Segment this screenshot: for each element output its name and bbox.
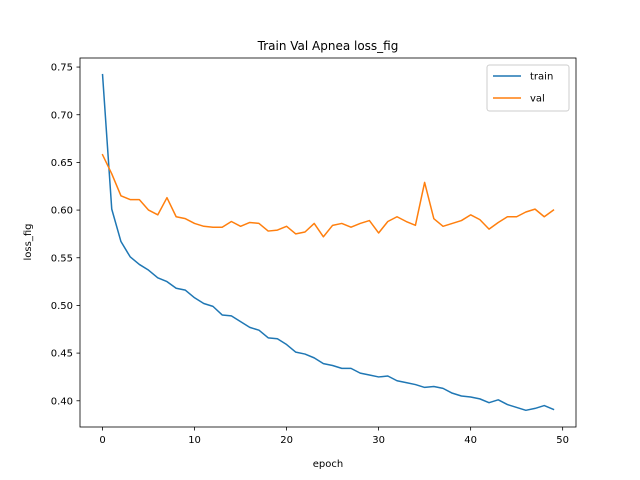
y-axis-label: loss_fig: [23, 224, 34, 261]
y-tick-label: 0.55: [51, 253, 73, 264]
x-tick-label: 20: [280, 435, 293, 446]
plot-frame: [79, 57, 577, 428]
y-tick-label: 0.60: [51, 206, 73, 217]
y-tick-label: 0.45: [51, 349, 73, 360]
x-axis-label: epoch: [313, 459, 343, 470]
y-tick-label: 0.75: [51, 63, 73, 74]
x-axis: 0 10 20 30 40 50: [99, 427, 569, 446]
x-tick-label: 0: [99, 435, 105, 446]
x-tick-label: 10: [188, 435, 201, 446]
legend-box: [486, 64, 570, 112]
y-tick-label: 0.50: [51, 301, 73, 312]
chart-title: Train Val Apnea loss_fig: [257, 39, 399, 53]
legend-label-train: train: [530, 72, 553, 83]
x-tick-label: 30: [372, 435, 385, 446]
series-line-train: [101, 73, 555, 412]
y-tick-label: 0.40: [51, 396, 73, 407]
y-tick-label: 0.70: [51, 110, 73, 121]
legend-label-val: val: [530, 94, 545, 105]
plot-area: [79, 57, 577, 428]
series-line-val: [101, 153, 555, 238]
x-tick-label: 50: [556, 435, 569, 446]
x-tick-label: 40: [464, 435, 477, 446]
y-axis: 0.40 0.45 0.50 0.55 0.60 0.65 0.70 0.75: [51, 63, 80, 407]
y-tick-label: 0.65: [51, 158, 73, 169]
legend: train val: [486, 64, 570, 112]
